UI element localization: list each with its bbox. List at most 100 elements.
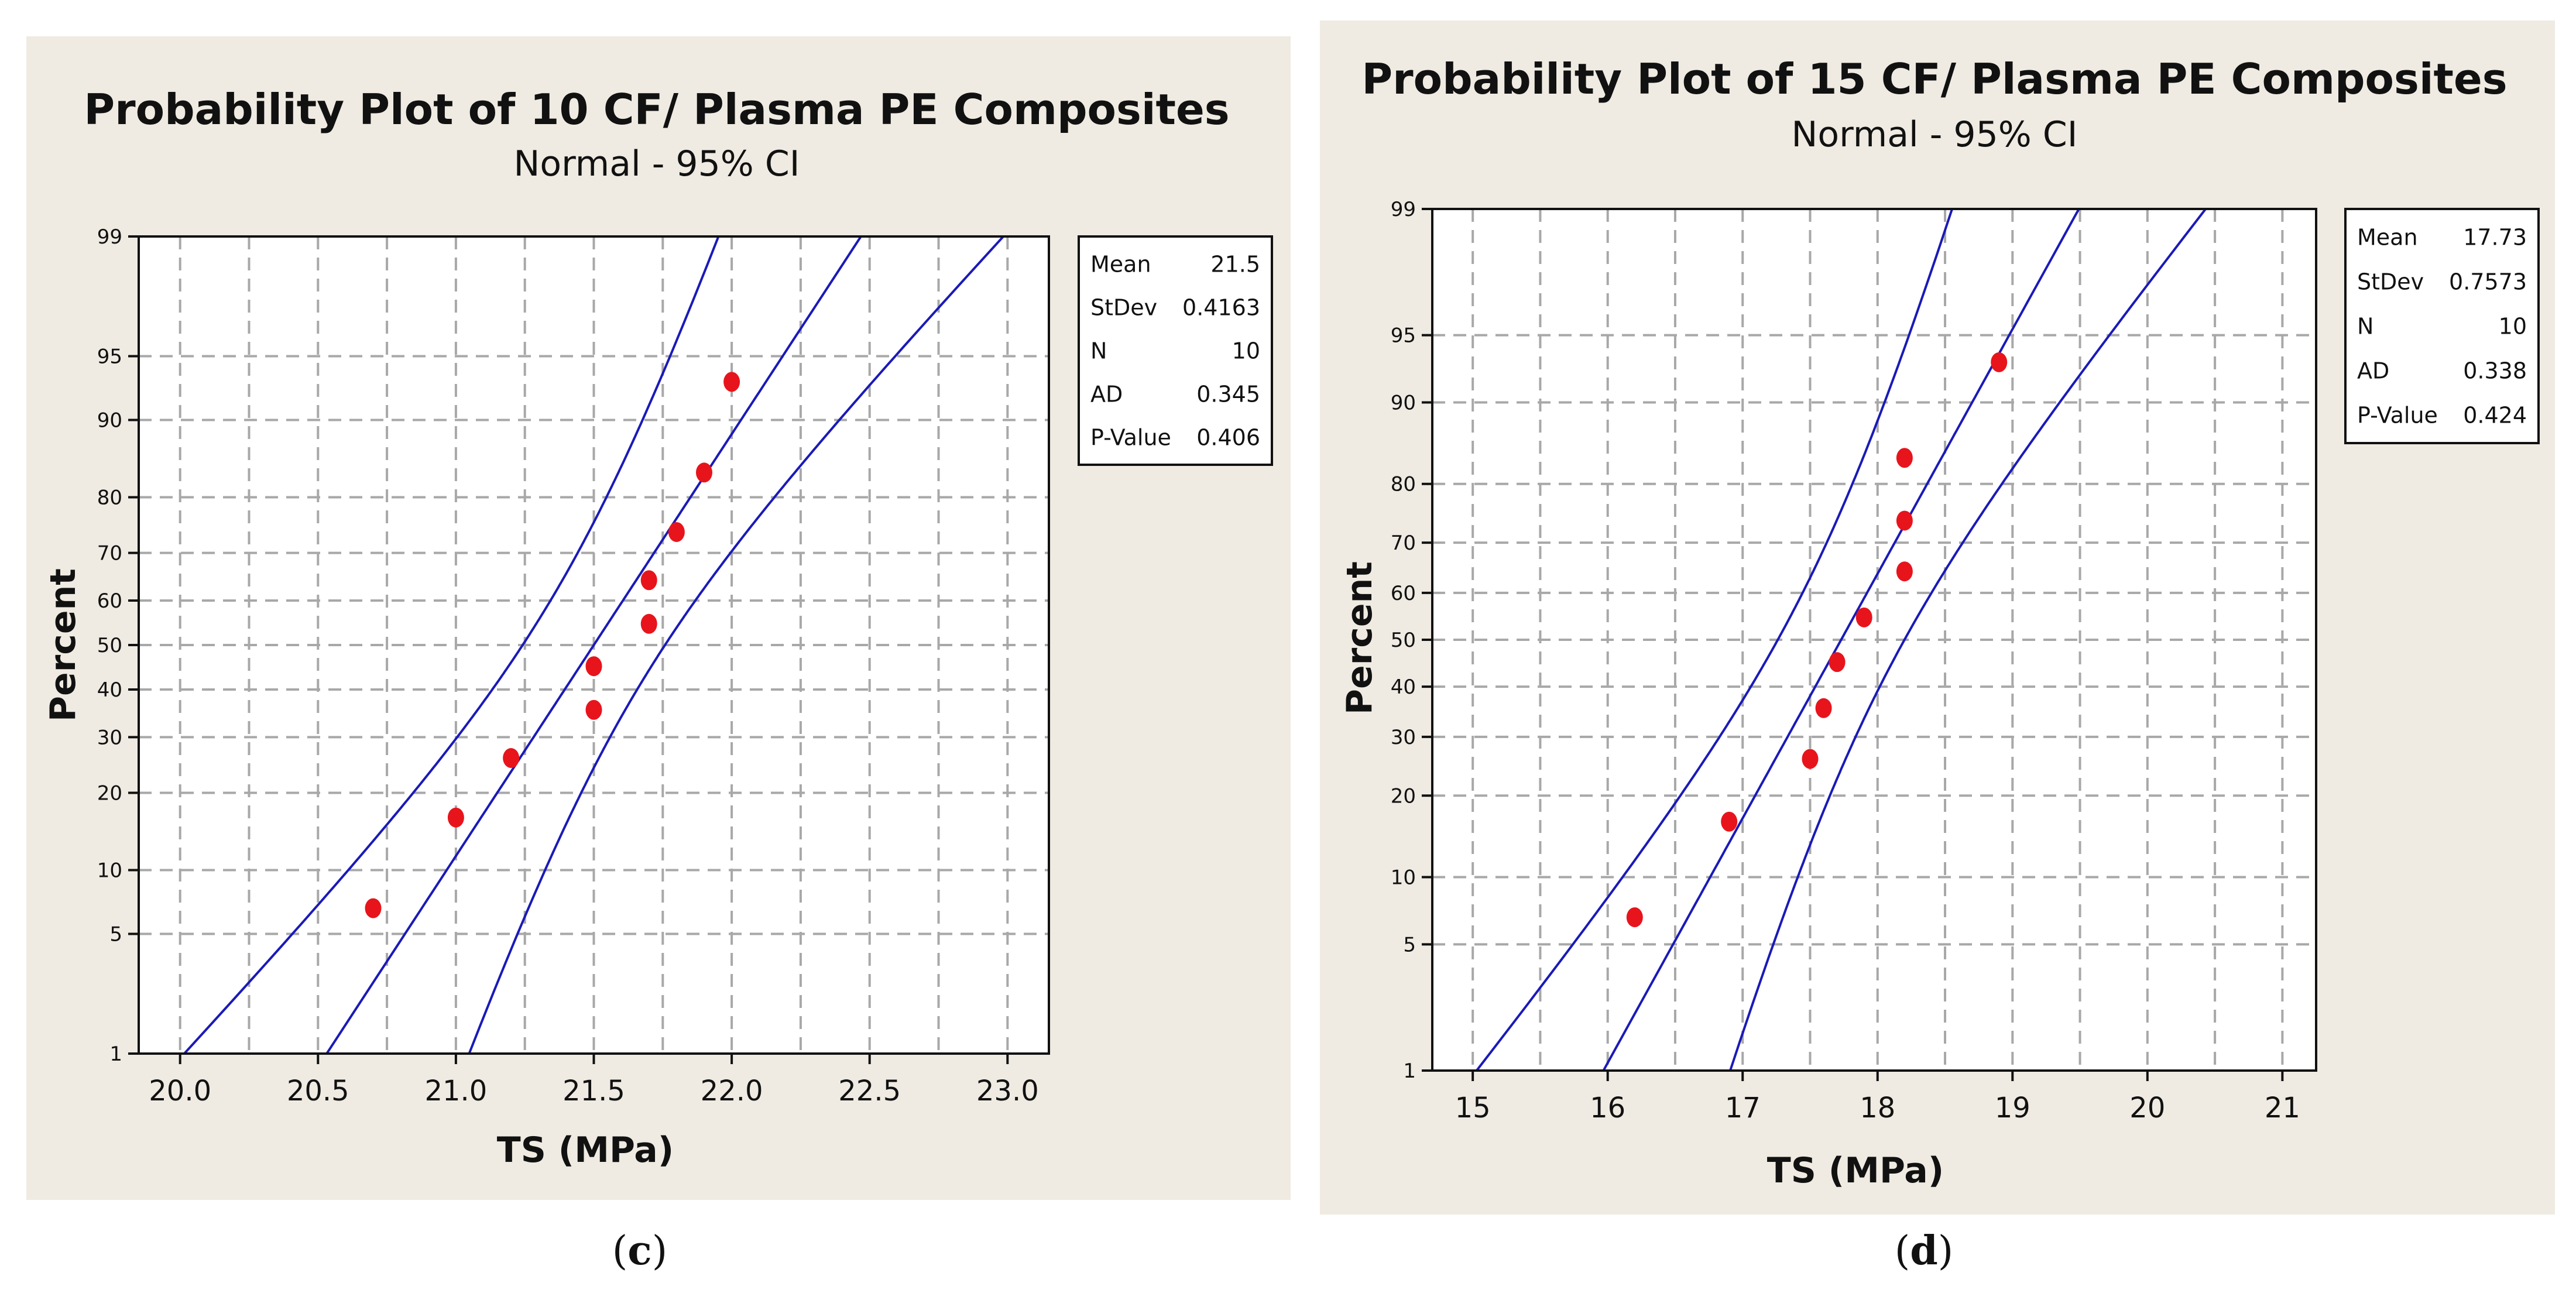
data-point (1802, 749, 1819, 769)
data-point (1626, 907, 1643, 928)
y-tick-label: 80 (97, 486, 122, 509)
x-tick-label: 21.5 (562, 1075, 625, 1107)
y-tick-label: 20 (97, 782, 122, 805)
y-tick-label: 99 (97, 225, 122, 249)
stat-label: P-Value (1090, 424, 1171, 450)
stat-value: 0.4163 (1182, 294, 1260, 320)
chart-c-title: Probability Plot of 10 CF/ Plasma PE Com… (84, 85, 1229, 134)
x-tick-label: 22.0 (701, 1075, 763, 1107)
chart-d-x-axis-label: TS (MPa) (1767, 1150, 1944, 1191)
stat-label: AD (1090, 381, 1123, 407)
chart-c-plot-area: 20.0 20.5 21.0 21.5 22.0 22.5 23.0 1 5 10 20 30 40 50… (97, 225, 1050, 1107)
y-tick-label: 95 (97, 345, 122, 368)
stat-value: 0.345 (1196, 381, 1260, 407)
stat-label: N (1090, 338, 1107, 363)
ci-upper-line (468, 236, 1005, 1054)
y-tick-label: 50 (1391, 629, 1416, 652)
stat-value: 0.406 (1196, 424, 1260, 450)
fitted-line (1602, 209, 2080, 1071)
stat-label: AD (2357, 358, 2389, 384)
y-tick-label: 60 (1391, 582, 1416, 605)
x-tick-label: 20.5 (287, 1075, 349, 1107)
data-point (1896, 561, 1913, 582)
data-point (1991, 352, 2008, 372)
data-point (1855, 607, 1872, 627)
x-tick-label: 20 (2129, 1092, 2165, 1124)
chart-c-stats-box: Mean 21.5 StDev 0.4163 N 10 AD 0.345 P-Value 0.40… (1078, 235, 1273, 466)
y-tick-label: 20 (1391, 784, 1416, 808)
stat-value: 0.424 (2463, 403, 2527, 428)
y-tick-label: 50 (97, 634, 122, 657)
x-tick-label: 22.5 (838, 1075, 901, 1107)
y-tick-label: 5 (109, 923, 122, 946)
x-tick-label: 19 (1995, 1092, 2030, 1124)
stat-value: 10 (2499, 314, 2527, 339)
ci-upper-line (1728, 209, 2207, 1071)
y-tick-label: 10 (1391, 866, 1416, 889)
data-point (640, 613, 657, 634)
stat-value: 17.73 (2463, 225, 2527, 251)
y-tick-label: 95 (1391, 324, 1416, 348)
stat-label: N (2357, 314, 2373, 339)
chart-c-x-axis-label: TS (MPa) (497, 1130, 674, 1171)
y-tick-label: 70 (97, 542, 122, 565)
data-point (695, 462, 712, 483)
chart-panel-d: Probability Plot of 15 CF/ Plasma PE Com… (1320, 20, 2555, 1274)
fit-lines (1475, 209, 2207, 1071)
x-tick-label: 21 (2265, 1092, 2300, 1124)
chart-c-y-axis-label: Percent (43, 568, 84, 722)
y-tick-label: 40 (97, 678, 122, 702)
y-tick-label: 30 (97, 726, 122, 749)
data-point (1896, 510, 1913, 531)
caption-d: (d) (1895, 1227, 1954, 1274)
caption-c: (c) (612, 1227, 667, 1274)
x-tick-label: 21.0 (424, 1075, 487, 1107)
stat-label: StDev (1090, 294, 1157, 320)
data-point (668, 522, 685, 542)
y-tick-label: 99 (1391, 198, 1416, 221)
chart-panel-c: Probability Plot of 10 CF/ Plasma PE Com… (26, 36, 1291, 1274)
data-point (1896, 448, 1913, 468)
stat-value: 10 (1232, 338, 1260, 363)
chart-d-title: Probability Plot of 15 CF/ Plasma PE Com… (1361, 54, 2507, 104)
y-tick-label: 5 (1403, 933, 1416, 956)
x-tick-label: 17 (1725, 1092, 1761, 1124)
stats-box-frame (2344, 208, 2540, 444)
stat-value: 0.7573 (2449, 269, 2527, 295)
chart-c-subtitle: Normal - 95% CI (514, 143, 800, 184)
y-tick-label: 80 (1391, 473, 1416, 496)
x-tick-label: 18 (1860, 1092, 1895, 1124)
y-tick-label: 1 (1403, 1059, 1416, 1083)
y-tick-label: 30 (1391, 726, 1416, 749)
y-tick-label: 1 (109, 1042, 122, 1066)
y-tick-label: 10 (97, 859, 122, 883)
data-point (503, 748, 520, 769)
y-tick-label: 90 (97, 409, 122, 432)
data-point (1815, 698, 1832, 718)
x-tick-label: 16 (1590, 1092, 1625, 1124)
data-point (723, 372, 740, 392)
y-tick-label: 90 (1391, 392, 1416, 415)
plot-background (1432, 209, 2316, 1071)
y-tick-label: 70 (1391, 531, 1416, 555)
x-tick-label: 23.0 (976, 1075, 1039, 1107)
data-point (365, 898, 382, 918)
chart-d-subtitle: Normal - 95% CI (1792, 114, 2078, 155)
ci-lower-line (183, 236, 720, 1054)
data-point (1829, 652, 1846, 673)
x-tick-label: 20.0 (149, 1075, 211, 1107)
data-point (585, 656, 602, 677)
stat-label: Mean (1090, 251, 1151, 277)
stat-value: 0.338 (2463, 358, 2527, 384)
chart-d-y-axis-label: Percent (1339, 561, 1380, 715)
y-tick-label: 60 (97, 589, 122, 613)
stat-label: P-Value (2357, 403, 2438, 428)
stat-label: Mean (2357, 225, 2418, 251)
chart-d-stats-box: Mean 17.73 StDev 0.7573 N 10 AD 0.338 P-Value 0.4… (2344, 208, 2540, 444)
y-tick-label: 40 (1391, 675, 1416, 699)
x-tick-label: 15 (1455, 1092, 1491, 1124)
data-point (640, 570, 657, 591)
ci-lower-line (1475, 209, 1954, 1071)
